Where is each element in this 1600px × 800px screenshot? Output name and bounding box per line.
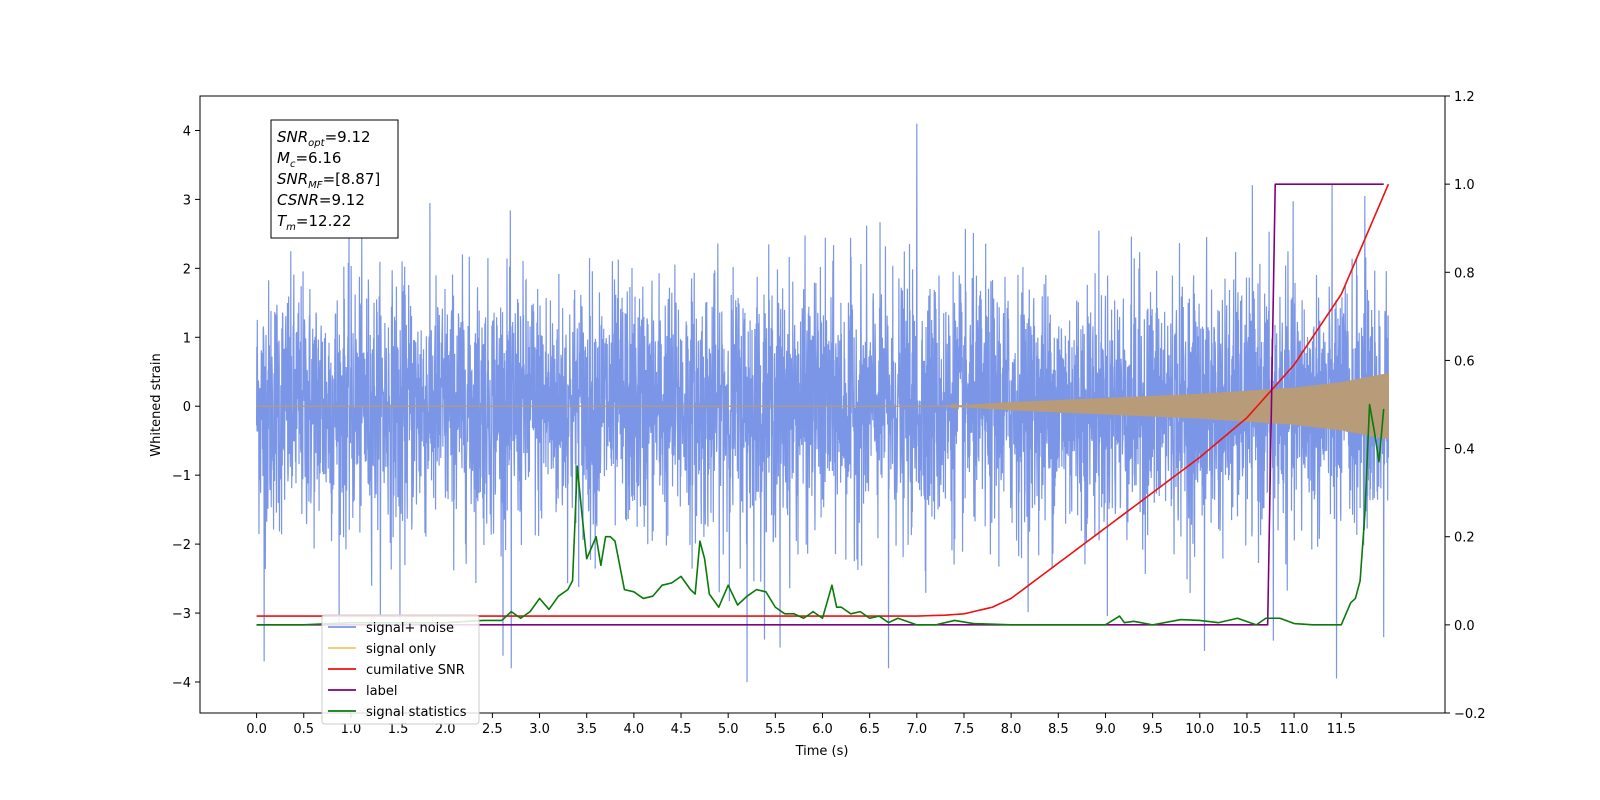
x-tick-label: 8.0	[1001, 722, 1022, 737]
y-tick-label: −4	[172, 676, 191, 691]
info-box-line: Tm=12.22	[277, 212, 351, 233]
info-box-line: CSNR=9.12	[277, 191, 365, 209]
x-tick-label: 0.5	[293, 722, 314, 737]
x-tick-label: 5.5	[765, 722, 786, 737]
y-tick-label: −3	[172, 607, 191, 622]
x-tick-label: 7.0	[906, 722, 927, 737]
y-axis-label: Whitened strain	[149, 353, 164, 456]
y2-tick-label: −0.2	[1454, 707, 1486, 722]
x-tick-label: 2.5	[482, 722, 503, 737]
y-tick-label: 3	[183, 193, 191, 208]
series-label	[256, 183, 1384, 626]
y-tick-label: 4	[183, 124, 191, 139]
info-box-line: SNRopt=9.12	[277, 128, 371, 149]
y-tick-label: 0	[183, 400, 191, 415]
x-tick-label: 5.0	[718, 722, 739, 737]
x-tick-label: 3.0	[529, 722, 550, 737]
y-axis-right: 1.2 1.0 0.8 0.6 0.4 0.2 0.0 −0.2	[1445, 90, 1486, 722]
x-tick-label: 1.5	[388, 722, 409, 737]
x-tick-label: 11.5	[1327, 722, 1356, 737]
x-tick-label: 4.5	[671, 722, 692, 737]
y-tick-label: 1	[183, 331, 191, 346]
x-tick-label: 9.0	[1095, 722, 1116, 737]
x-tick-label: 4.0	[624, 722, 645, 737]
x-tick-label: 10.0	[1185, 722, 1214, 737]
x-tick-label: 6.0	[812, 722, 833, 737]
x-tick-label: 10.5	[1232, 722, 1261, 737]
y-tick-label: −1	[172, 469, 191, 484]
info-box-frame	[270, 119, 399, 239]
x-tick-label: 3.5	[576, 722, 597, 737]
y2-tick-label: 0.6	[1454, 354, 1475, 369]
legend: signal+ noise signal only cumilative SNR la…	[321, 614, 480, 725]
y-tick-label: 2	[183, 262, 191, 277]
series-signal-statistics	[256, 403, 1385, 626]
x-tick-label: 8.5	[1048, 722, 1069, 737]
y2-tick-label: 0.8	[1454, 266, 1475, 281]
x-tick-label: 11.0	[1280, 722, 1309, 737]
x-tick-label: 9.5	[1142, 722, 1163, 737]
y2-tick-label: 1.2	[1454, 90, 1475, 105]
y-axis-left: 4 3 2 1 0 −1 −2 −3 −4	[172, 124, 200, 691]
x-tick-label: 1.0	[341, 722, 362, 737]
series-signal-only	[256, 373, 1390, 440]
x-tick-label: 6.5	[859, 722, 880, 737]
y2-tick-label: 0.2	[1454, 531, 1475, 546]
series-signal-noise	[255, 123, 1390, 682]
plot-area	[255, 123, 1390, 682]
legend-label: signal+ noise	[366, 621, 454, 636]
y-tick-label: −2	[172, 538, 191, 553]
legend-label: signal only	[366, 642, 436, 657]
info-box-line: SNRMF=[8.87]	[277, 170, 380, 191]
legend-label: signal statistics	[366, 705, 467, 720]
x-tick-label: 7.5	[954, 722, 975, 737]
y2-tick-label: 0.4	[1454, 443, 1475, 458]
x-axis: 0.0 0.5 1.0 1.5 2.0 2.5 3.0 3.5 4.0 4.5 5.0 5.5 6.0 6…	[246, 713, 1356, 737]
y2-tick-label: 0.0	[1454, 619, 1475, 634]
legend-label: cumilative SNR	[366, 663, 465, 678]
info-box-line: Mc=6.16	[277, 149, 341, 170]
legend-frame	[321, 614, 480, 725]
legend-label: label	[366, 684, 397, 699]
y2-tick-label: 1.0	[1454, 178, 1475, 193]
x-axis-label: Time (s)	[795, 744, 849, 759]
x-tick-label: 0.0	[246, 722, 267, 737]
x-tick-label: 2.0	[435, 722, 456, 737]
